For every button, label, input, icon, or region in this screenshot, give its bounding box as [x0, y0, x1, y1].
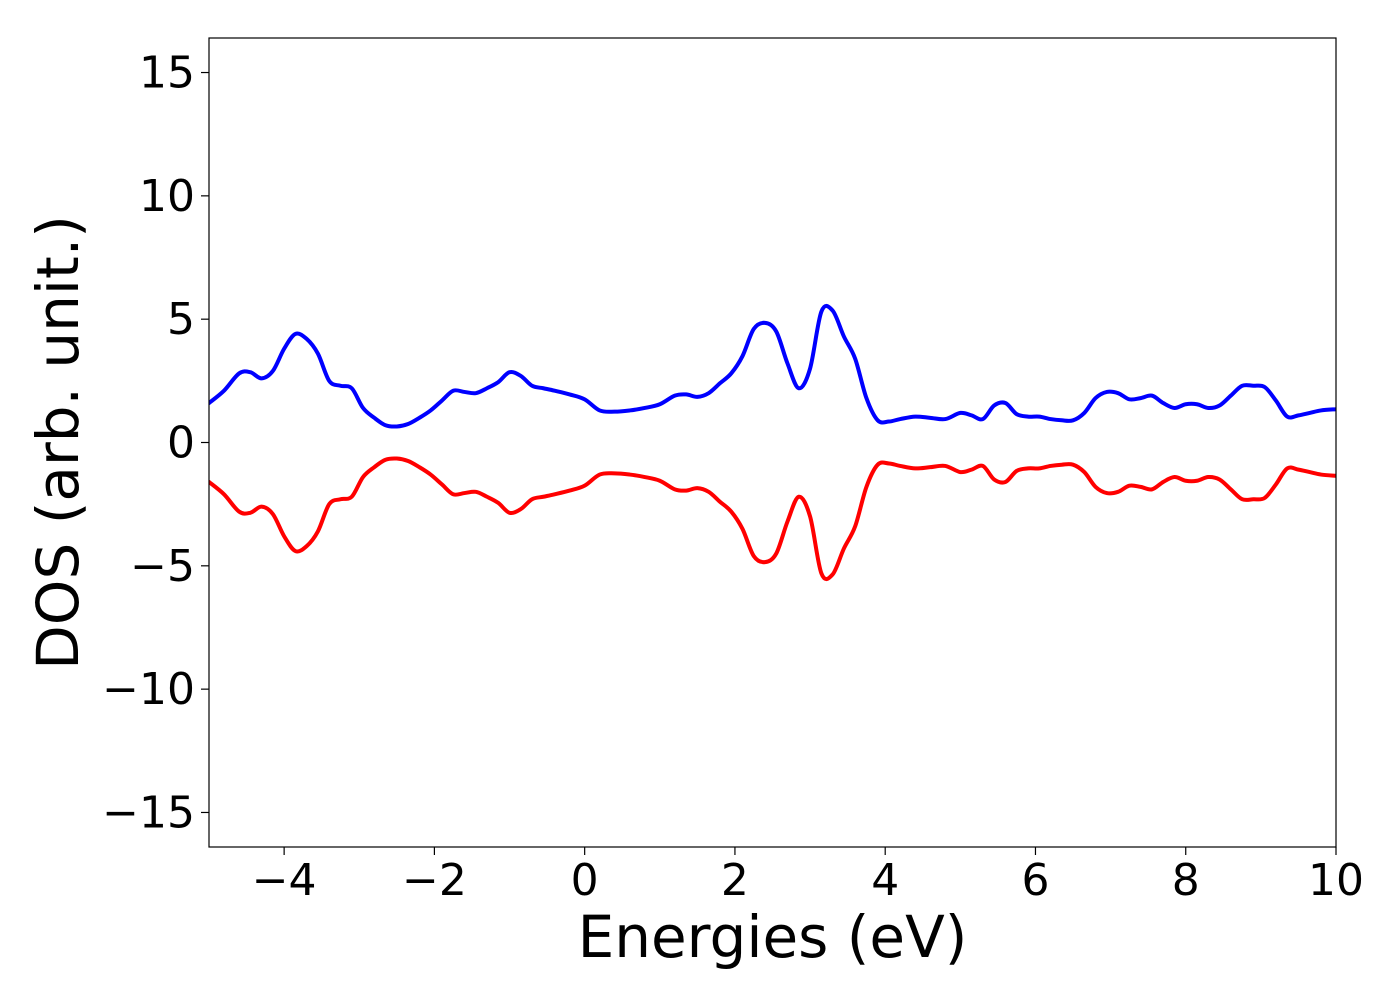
y-tick-label: 5: [167, 294, 195, 345]
x-tick-label: −4: [252, 855, 317, 906]
spin-down-line: [209, 456, 1336, 582]
plot-frame: [208, 37, 1337, 848]
x-tick-label: 2: [721, 855, 749, 906]
y-axis-label: DOS (arb. unit.): [24, 215, 92, 670]
x-tick-label: 4: [871, 855, 899, 906]
x-axis-label: Energies (eV): [578, 903, 968, 971]
spin-up-line: [209, 303, 1336, 429]
x-axis-ticks: −4 −2 0 2 4 6 8 10: [252, 847, 1364, 906]
x-tick-label: −2: [402, 855, 467, 906]
y-tick-label: −15: [102, 787, 195, 838]
series-layer: [209, 303, 1336, 582]
y-tick-label: −5: [130, 541, 195, 592]
x-tick-label: 6: [1021, 855, 1049, 906]
y-tick-label: 0: [167, 418, 195, 469]
x-tick-label: 0: [571, 855, 599, 906]
y-tick-label: 10: [139, 171, 195, 222]
x-tick-label: 10: [1308, 855, 1364, 906]
x-tick-label: 8: [1172, 855, 1200, 906]
y-tick-label: −10: [102, 664, 195, 715]
y-axis-ticks: 15 10 5 0 −5 −10 −15: [102, 48, 209, 838]
y-tick-label: 15: [139, 48, 195, 99]
